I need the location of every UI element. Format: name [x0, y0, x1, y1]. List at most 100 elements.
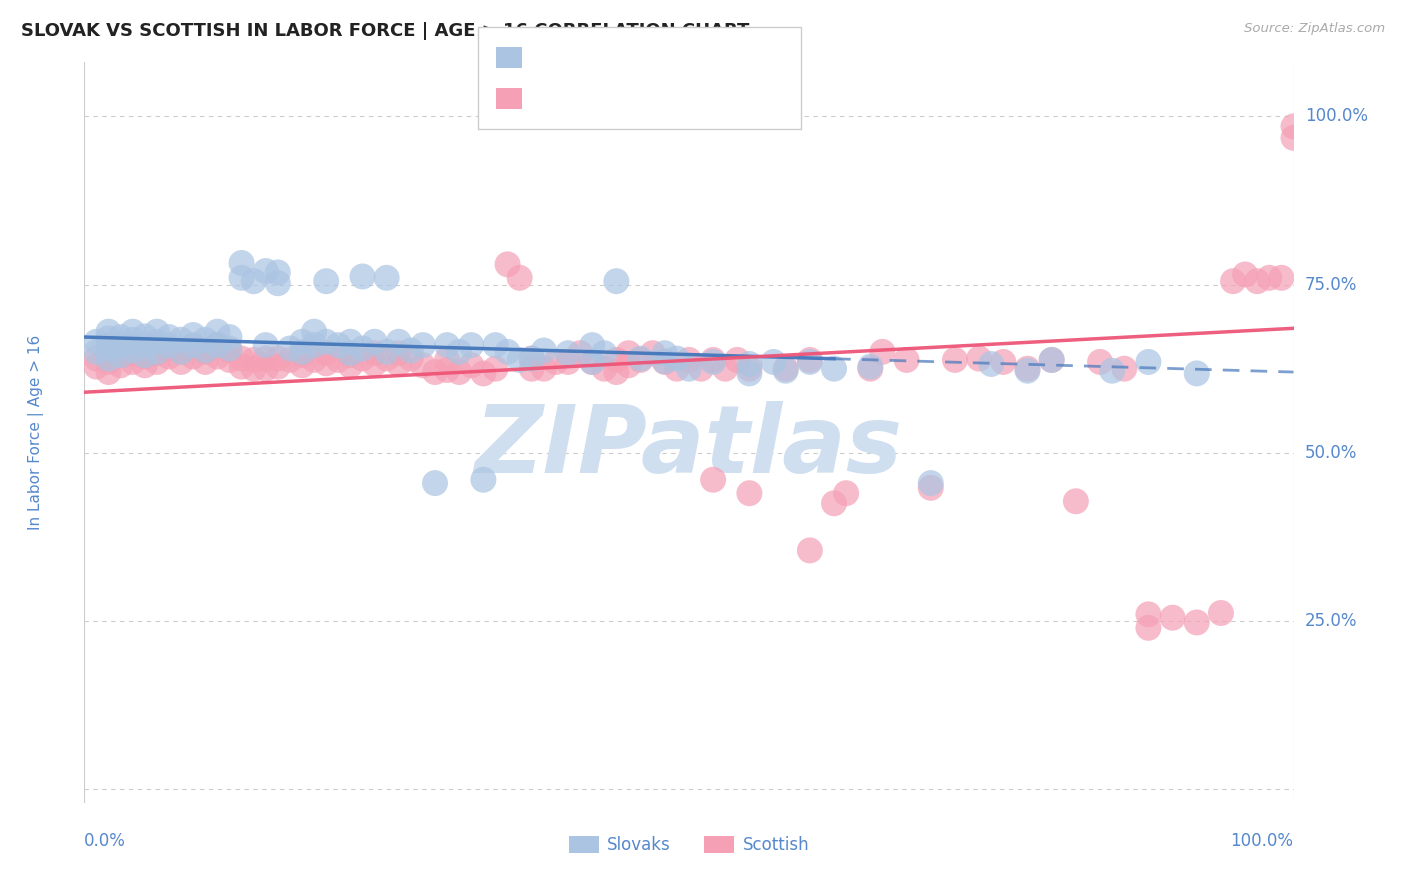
Point	[581, 355, 603, 369]
Point	[146, 344, 169, 359]
Point	[218, 330, 240, 344]
Point	[605, 365, 627, 379]
Point	[134, 338, 156, 352]
Text: 117: 117	[679, 91, 710, 106]
Point	[702, 355, 724, 369]
Point	[654, 355, 676, 369]
Point	[181, 350, 204, 364]
Point	[725, 353, 748, 368]
Point	[170, 355, 193, 369]
Point	[472, 367, 495, 381]
Point	[1017, 361, 1039, 376]
Point	[423, 476, 446, 491]
Point	[509, 353, 531, 368]
Point	[291, 334, 314, 349]
Point	[157, 342, 180, 356]
Point	[460, 338, 482, 352]
Point	[690, 361, 713, 376]
Point	[97, 344, 120, 359]
Point	[714, 361, 737, 376]
Point	[1114, 361, 1136, 376]
Point	[967, 351, 990, 366]
Point	[412, 338, 434, 352]
Point	[194, 343, 217, 358]
Point	[581, 338, 603, 352]
Point	[605, 274, 627, 288]
Point	[738, 361, 761, 376]
Point	[702, 353, 724, 368]
Point	[1185, 367, 1208, 381]
Point	[1222, 274, 1244, 288]
Point	[678, 353, 700, 368]
Point	[472, 473, 495, 487]
Point	[86, 334, 108, 349]
Point	[496, 344, 519, 359]
Point	[315, 346, 337, 360]
Point	[121, 343, 143, 358]
Point	[375, 344, 398, 359]
Point	[302, 325, 325, 339]
Point	[1234, 268, 1257, 282]
Point	[449, 344, 471, 359]
Point	[291, 359, 314, 373]
Point	[835, 486, 858, 500]
Point	[399, 343, 422, 358]
Point	[943, 353, 966, 368]
Point	[97, 351, 120, 366]
Point	[302, 353, 325, 368]
Point	[315, 356, 337, 370]
Point	[375, 270, 398, 285]
Point	[509, 270, 531, 285]
Legend: Slovaks, Scottish: Slovaks, Scottish	[562, 830, 815, 861]
Point	[388, 357, 411, 371]
Point	[617, 359, 640, 373]
Point	[799, 355, 821, 369]
Point	[388, 334, 411, 349]
Text: SLOVAK VS SCOTTISH IN LABOR FORCE | AGE > 16 CORRELATION CHART: SLOVAK VS SCOTTISH IN LABOR FORCE | AGE …	[21, 22, 749, 40]
Point	[859, 359, 882, 374]
Point	[702, 473, 724, 487]
Point	[146, 325, 169, 339]
Text: 100.0%: 100.0%	[1230, 832, 1294, 850]
Point	[218, 343, 240, 358]
Point	[218, 342, 240, 356]
Point	[352, 269, 374, 284]
Point	[231, 351, 253, 366]
Point	[436, 363, 458, 377]
Point	[436, 353, 458, 368]
Point	[97, 342, 120, 356]
Point	[291, 344, 314, 359]
Point	[97, 325, 120, 339]
Point	[363, 357, 385, 371]
Point	[339, 346, 361, 360]
Point	[872, 344, 894, 359]
Point	[110, 338, 132, 352]
Point	[1137, 355, 1160, 369]
Point	[242, 274, 264, 288]
Point	[207, 338, 229, 352]
Point	[520, 351, 543, 366]
Text: 100.0%: 100.0%	[1305, 107, 1368, 125]
Point	[533, 361, 555, 376]
Point	[363, 334, 385, 349]
Point	[110, 348, 132, 362]
Point	[436, 338, 458, 352]
Point	[678, 361, 700, 376]
Text: N =: N =	[640, 91, 673, 106]
Text: 50.0%: 50.0%	[1305, 444, 1357, 462]
Point	[170, 333, 193, 347]
Point	[920, 481, 942, 495]
Text: 0.141: 0.141	[576, 91, 620, 106]
Point	[242, 353, 264, 368]
Point	[315, 334, 337, 349]
Point	[278, 342, 301, 356]
Point	[738, 357, 761, 371]
Point	[146, 346, 169, 360]
Point	[267, 359, 290, 374]
Point	[823, 361, 845, 376]
Point	[520, 361, 543, 376]
Point	[194, 333, 217, 347]
Point	[254, 264, 277, 278]
Point	[339, 359, 361, 373]
Point	[1137, 621, 1160, 635]
